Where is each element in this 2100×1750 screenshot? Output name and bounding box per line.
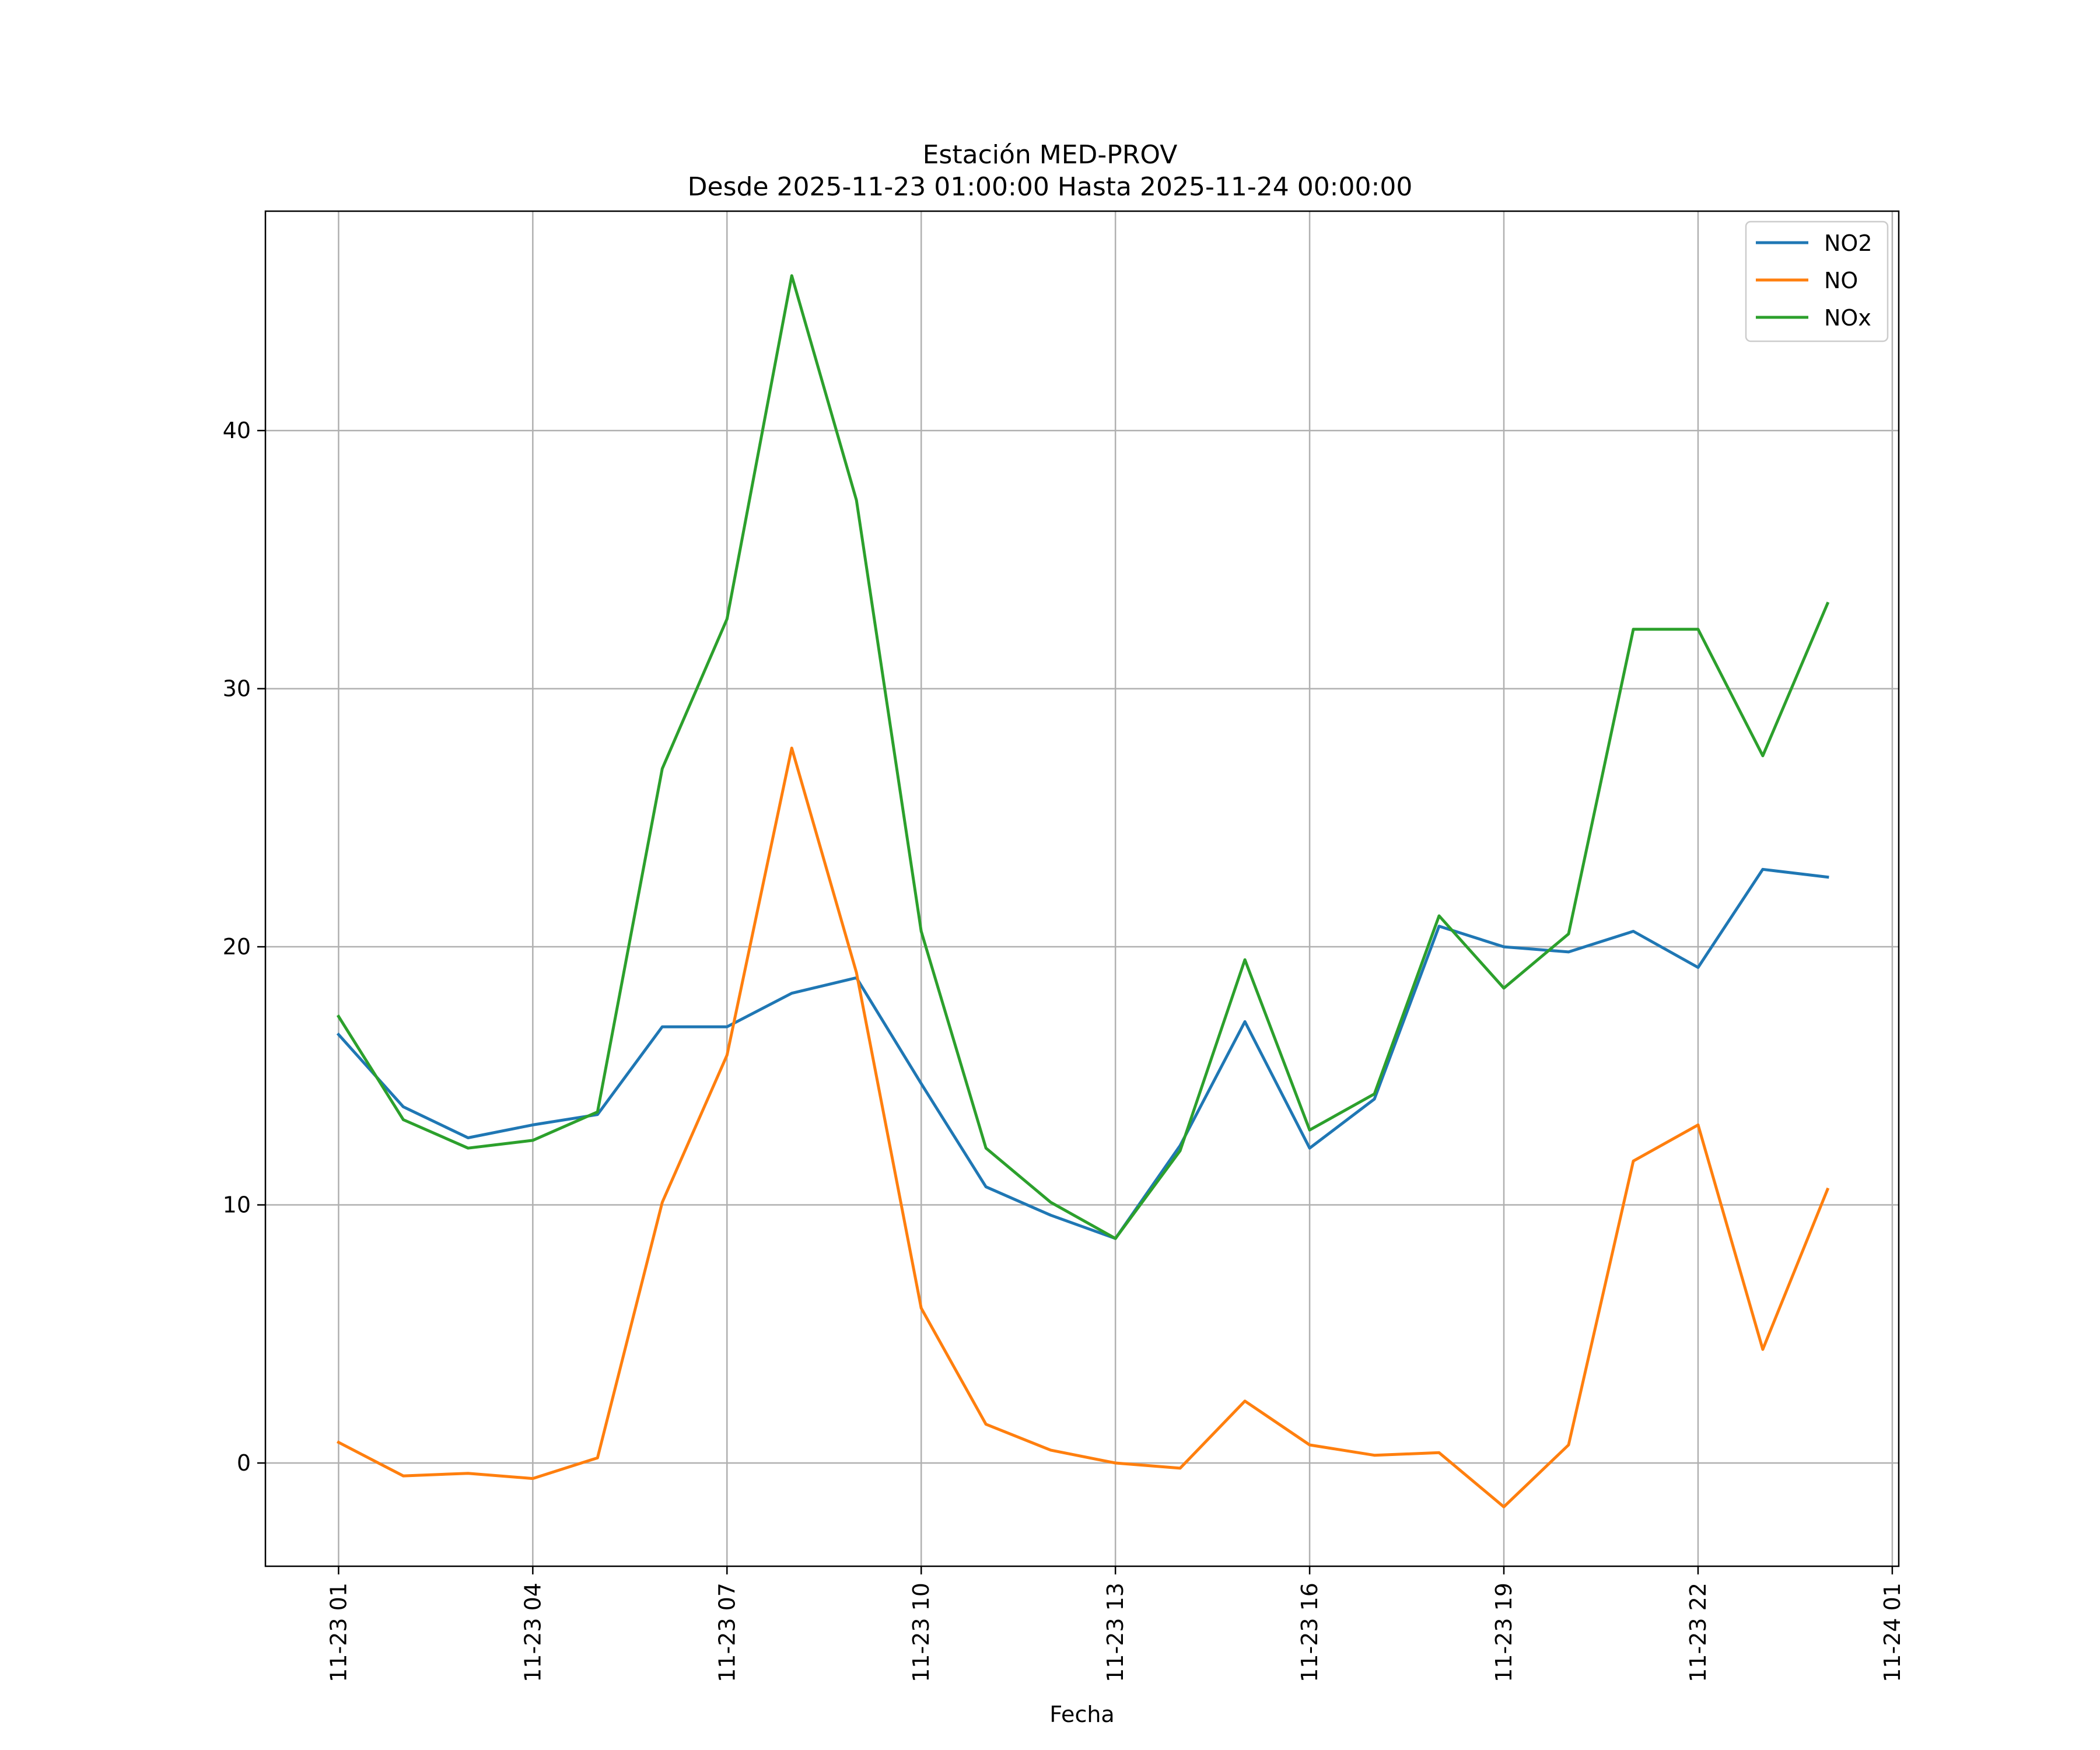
x-tick-label: 11-23 22 (1685, 1583, 1711, 1682)
legend: NO2 NO NOx (1745, 220, 1889, 342)
chart-title: Estación MED-PROV (923, 140, 1178, 170)
x-tick-label: 11-23 19 (1491, 1583, 1517, 1682)
x-tick-label: 11-23 10 (908, 1583, 934, 1682)
y-tick-label: 20 (223, 934, 251, 960)
series-line-no2 (336, 867, 1829, 1240)
x-tick-label: 11-23 04 (520, 1583, 545, 1682)
x-tick-label: 11-23 07 (714, 1583, 740, 1682)
grid (265, 211, 1899, 1566)
legend-label-no: NO (1824, 268, 1858, 293)
x-axis-label: Fecha (1049, 1702, 1114, 1727)
series-line-no (337, 746, 1830, 1508)
legend-box (1745, 220, 1889, 342)
y-tick-label: 10 (223, 1192, 251, 1218)
axis-ticks: 11-23 01 11-23 04 11-23 07 11-23 10 11-23 13… (223, 418, 1905, 1682)
y-tick-label: 30 (223, 676, 251, 702)
y-tick-label: 0 (237, 1450, 251, 1476)
x-tick-label: 11-23 13 (1102, 1583, 1128, 1682)
y-tick-label: 40 (223, 418, 251, 443)
chart-subtitle: Desde 2025-11-23 01:00:00 Hasta 2025-11-… (688, 172, 1413, 202)
series-line-nox (336, 274, 1830, 1240)
x-tick-label: 11-23 16 (1297, 1583, 1322, 1682)
x-tick-label: 11-24 01 (1880, 1583, 1905, 1682)
x-tick-label: 11-23 01 (326, 1583, 351, 1682)
legend-label-nox: NOx (1824, 305, 1871, 331)
series-lines (336, 274, 1830, 1508)
plot-frame (264, 210, 1900, 1567)
legend-label-no2: NO2 (1824, 230, 1873, 256)
